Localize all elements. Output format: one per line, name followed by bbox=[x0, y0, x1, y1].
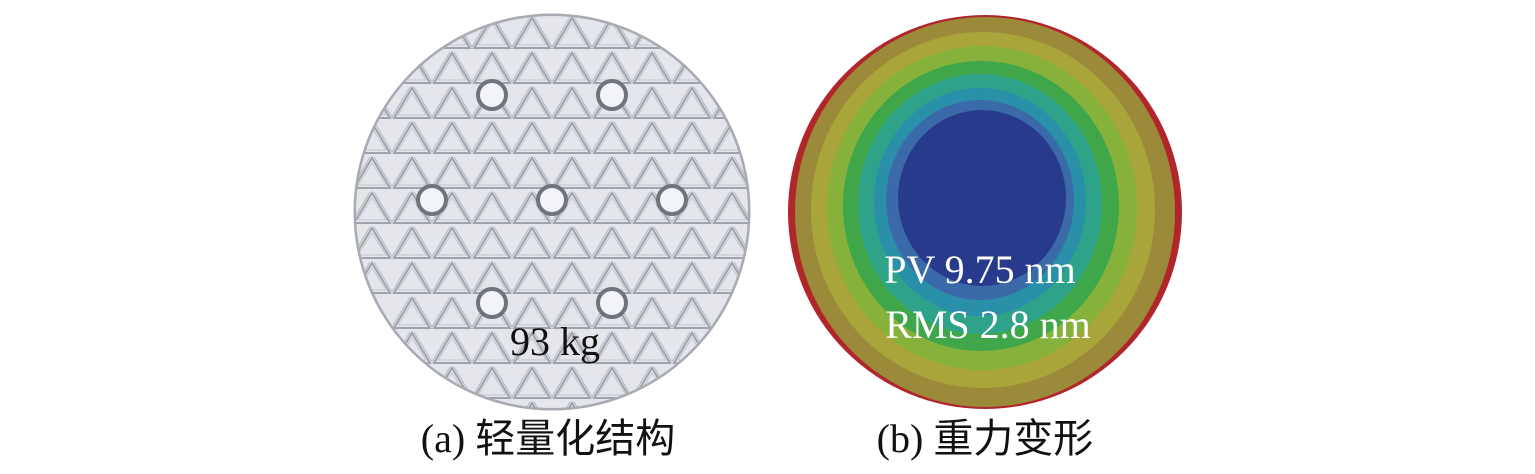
caption: (b) 重力变形 bbox=[877, 416, 1094, 461]
caption: (a) 轻量化结构 bbox=[421, 416, 675, 461]
mass-label: 93 kg bbox=[510, 319, 600, 364]
rms-label: RMS 2.8 nm bbox=[885, 302, 1091, 347]
lightweight-mirror: 93 kg bbox=[353, 13, 751, 411]
gravity-deformation: PV 9.75 nm RMS 2.8 nm bbox=[788, 15, 1182, 409]
pv-label: PV 9.75 nm bbox=[884, 247, 1076, 292]
